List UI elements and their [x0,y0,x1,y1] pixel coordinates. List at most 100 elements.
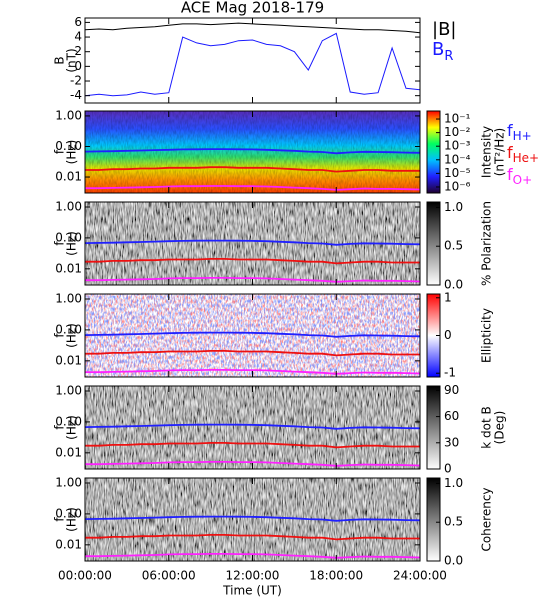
colorbar [426,477,441,562]
legend-entry: fHe+ [507,143,539,165]
colorbar-label: Ellipticity [480,308,494,363]
series-line [85,534,420,541]
legend-entry: fO+ [507,165,532,187]
x-tick-label: 06:00:00 [142,569,196,583]
x-tick-label: 18:00:00 [309,569,363,583]
series-line [85,515,420,522]
colorbar-label: Intensity [480,126,494,178]
colorbar-tick-label: 0.0 [444,554,463,568]
legend-name: |B| [432,19,456,40]
legend-name: B [432,39,444,60]
colorbar-label: Coherency [480,487,494,551]
colorbar-tick-label: 0 [444,462,452,476]
x-tick-label: 00:00:00 [58,569,112,583]
y-tick-label: 2 [74,44,82,58]
y-tick-label: 1.00 [55,108,82,122]
y-axis-label: f [53,517,67,522]
colorbar-tick-label: 1.0 [444,476,463,490]
colorbar-tick-label: 0.5 [444,239,463,253]
y-axis-label: (Hz) [65,323,79,348]
colorbar-tick-label: 10⁻³ [444,139,471,153]
colorbar-tick-label: 10⁻⁶ [444,179,471,193]
colorbar-tick-label: 1 [444,290,452,304]
colorbar-tick-label: 1.0 [444,200,463,214]
series-line [85,277,420,283]
series-line [85,553,420,559]
colorbar [426,385,441,470]
y-axis-label: (Hz) [65,140,79,165]
x-tick-label: 24:00:00 [393,569,447,583]
y-axis-label: (Hz) [65,415,79,440]
legend-name: f [507,143,513,162]
legend-sub: O+ [513,173,533,187]
y-axis-label: f [53,333,67,338]
legend-name: f [507,165,513,184]
series-line [85,369,420,375]
y-tick-label: 4 [74,30,82,44]
colorbar-label: (Deg) [493,411,507,445]
y-tick-label: 0.10 [55,139,82,153]
colorbar-tick-label: 10⁻¹ [444,112,471,126]
legend-name: f [507,121,513,140]
legend-sub: R [444,49,453,64]
y-tick-label: 0.01 [55,261,82,275]
y-tick-label: 0.10 [55,322,82,336]
colorbar-tick-label: 10⁻⁵ [444,166,471,180]
colorbar-label: % Polarization [480,201,494,286]
legend-entry: |B| [432,19,456,40]
plot-frame [84,17,421,104]
colorbar-label: (nT²/Hz) [493,128,507,176]
x-axis-label: Time (UT) [222,584,282,598]
series-line [85,166,420,173]
colorbar-tick-label: 30 [444,435,459,449]
colorbar-tick-label: 0.0 [444,278,463,292]
colorbar-tick-label: -1 [444,366,456,380]
colorbar-tick-label: 0 [444,328,452,342]
y-axis-label: f [53,149,67,154]
y-axis-label: (Hz) [65,231,79,256]
legend-entry: BR [432,39,453,64]
colorbar-label: k dot B [480,406,494,448]
colorbar [426,201,441,286]
series-line [85,350,420,357]
colorbar-tick-label: 90 [444,383,459,397]
legend-sub: He+ [513,151,539,165]
y-tick-label: 0.01 [55,170,82,184]
y-tick-label: 1.00 [55,199,82,213]
chart-title: ACE Mag 2018-179 [181,0,324,17]
y-tick-label: 0.01 [55,445,82,459]
x-tick-label: 12:00:00 [226,569,280,583]
series-line [85,32,420,97]
y-tick-label: 0.10 [55,506,82,520]
y-axis-label: (Hz) [65,507,79,532]
y-axis-label: B [53,56,67,64]
series-line [85,148,420,155]
colorbar-tick-label: 0.5 [444,515,463,529]
y-axis-label: (nT) [65,48,79,72]
y-tick-label: -4 [70,88,82,102]
y-axis-label: f [53,241,67,246]
y-tick-label: 0.01 [55,353,82,367]
y-tick-label: 0.10 [55,230,82,244]
series-line [85,258,420,265]
series-line [85,331,420,338]
series-line [85,442,420,449]
y-tick-label: 0 [74,59,82,73]
colorbar-tick-label: 10⁻² [444,125,471,139]
series-line [85,461,420,467]
series-line [85,22,420,34]
series-line [85,185,420,191]
legend-sub: H+ [513,129,532,143]
y-tick-label: 0.10 [55,414,82,428]
y-tick-label: 6 [74,15,82,29]
y-tick-label: -2 [70,74,82,88]
colorbar-tick-label: 10⁻⁴ [444,152,471,166]
y-tick-label: 0.01 [55,537,82,551]
colorbar [426,110,441,194]
y-axis-label: f [53,425,67,430]
series-line [85,239,420,246]
y-tick-label: 1.00 [55,291,82,305]
y-tick-label: 1.00 [55,383,82,397]
